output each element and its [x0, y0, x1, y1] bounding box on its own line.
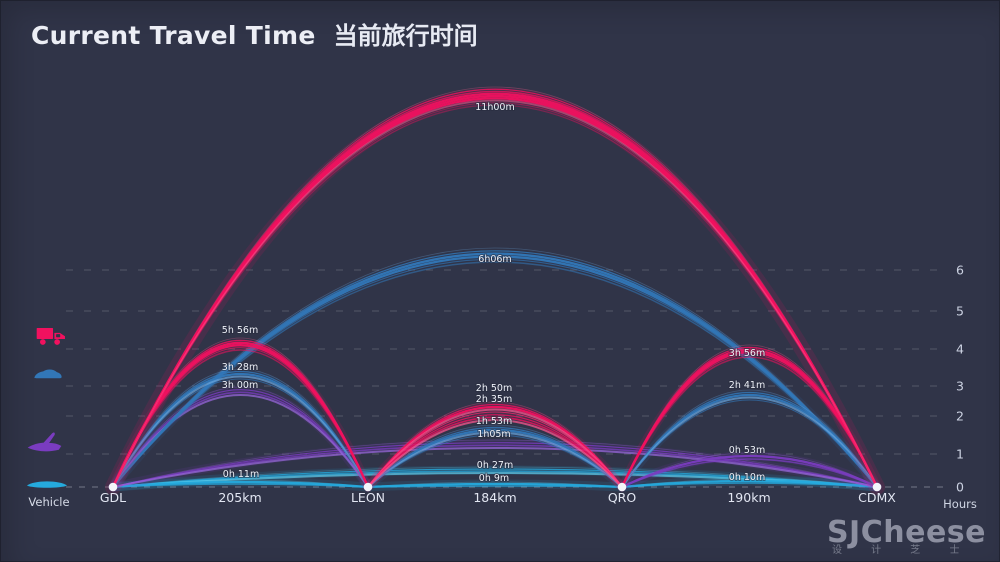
city-node [872, 482, 882, 492]
travel-arc-truck [105, 86, 885, 495]
car-icon [33, 368, 63, 380]
axis-tick-label: 3 [956, 379, 964, 394]
axis-tick-label: 0 [956, 480, 964, 495]
axis-tick-label: 5 [956, 304, 964, 319]
arc-time-label: 2h 35m [476, 394, 512, 405]
title-english: Current Travel Time [31, 21, 316, 50]
city-label: CDMX [858, 490, 896, 505]
travel-arc-car [108, 368, 373, 492]
travel-arc-car [617, 389, 882, 492]
travel-arc-plane [617, 451, 882, 492]
arc-time-label: 0h 9m [479, 473, 509, 484]
arc-time-label: 6h06m [478, 254, 511, 265]
arc-time-label: 0h 10m [729, 472, 765, 483]
arc-time-label: 11h00m [475, 102, 514, 113]
arc-time-label: 0h 11m [223, 469, 259, 480]
segment-distance-label: 205km [218, 490, 261, 505]
city-node [617, 482, 627, 492]
travel-arc-car [108, 247, 882, 492]
segment-distance-label: 190km [727, 490, 770, 505]
travel-arc-car [363, 424, 627, 492]
city-label: LEON [351, 490, 385, 505]
arc-time-label: 3h 00m [222, 380, 258, 391]
axis-unit-label: Hours [943, 497, 977, 511]
arc-time-label: 0h 53m [729, 445, 765, 456]
segment-distance-label: 184km [473, 490, 516, 505]
city-node [108, 482, 118, 492]
travel-arc-hyperloop-pod [363, 479, 627, 492]
axis-tick-label: 6 [956, 263, 964, 278]
city-node [363, 482, 373, 492]
plane-icon [26, 430, 63, 455]
axis-tick-label: 2 [956, 409, 964, 424]
watermark-chinese: 设 计 芝 士 [831, 545, 973, 556]
travel-arc-hyperloop-pod [108, 465, 882, 492]
arc-time-label: 5h 56m [222, 325, 258, 336]
arc-time-label: 1h 53m [476, 416, 512, 427]
travel-arc-plane [108, 386, 373, 492]
watermark: SJCheese 设 计 芝 士 [827, 515, 986, 556]
arc-time-label: 3h 56m [729, 348, 765, 359]
hyperloop-pod-icon [26, 478, 68, 489]
watermark-brand: SJCheese [826, 515, 986, 550]
travel-arc-truck [363, 401, 627, 492]
arc-time-label: 2h 50m [476, 383, 512, 394]
travel-arc-hyperloop-pod [617, 476, 882, 492]
travel-arc-hyperloop-pod [108, 477, 373, 492]
travel-arc-plane [108, 439, 882, 492]
arc-time-label: 1h05m [477, 429, 510, 440]
arc-time-label: 2h 41m [729, 380, 765, 391]
travel-arc-truck [363, 411, 627, 492]
axis-tick-label: 4 [956, 342, 964, 357]
truck-icon [36, 326, 66, 346]
page-title: Current Travel Time 当前旅行时间 [31, 16, 478, 51]
title-chinese: 当前旅行时间 [333, 22, 478, 50]
vehicle-legend-label: Vehicle [28, 495, 70, 509]
arc-time-label: 3h 28m [222, 362, 258, 373]
city-label: QRO [608, 490, 637, 505]
arc-time-label: 0h 27m [477, 460, 513, 471]
axis-tick-label: 1 [956, 447, 964, 462]
city-label: GDL [100, 490, 126, 505]
